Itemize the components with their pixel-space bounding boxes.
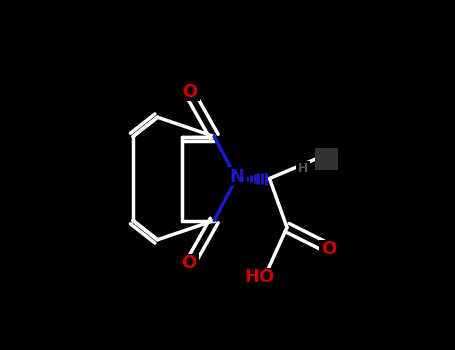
Text: H: H [298,161,308,175]
Text: O: O [182,83,197,101]
FancyBboxPatch shape [319,240,339,259]
FancyBboxPatch shape [179,253,199,273]
Text: N: N [230,168,245,186]
Text: HO: HO [245,267,275,286]
FancyBboxPatch shape [296,161,310,175]
Text: O: O [182,254,197,272]
FancyBboxPatch shape [315,148,339,170]
Text: O: O [321,240,337,258]
FancyBboxPatch shape [227,167,248,186]
FancyBboxPatch shape [245,268,274,285]
FancyBboxPatch shape [180,82,200,102]
